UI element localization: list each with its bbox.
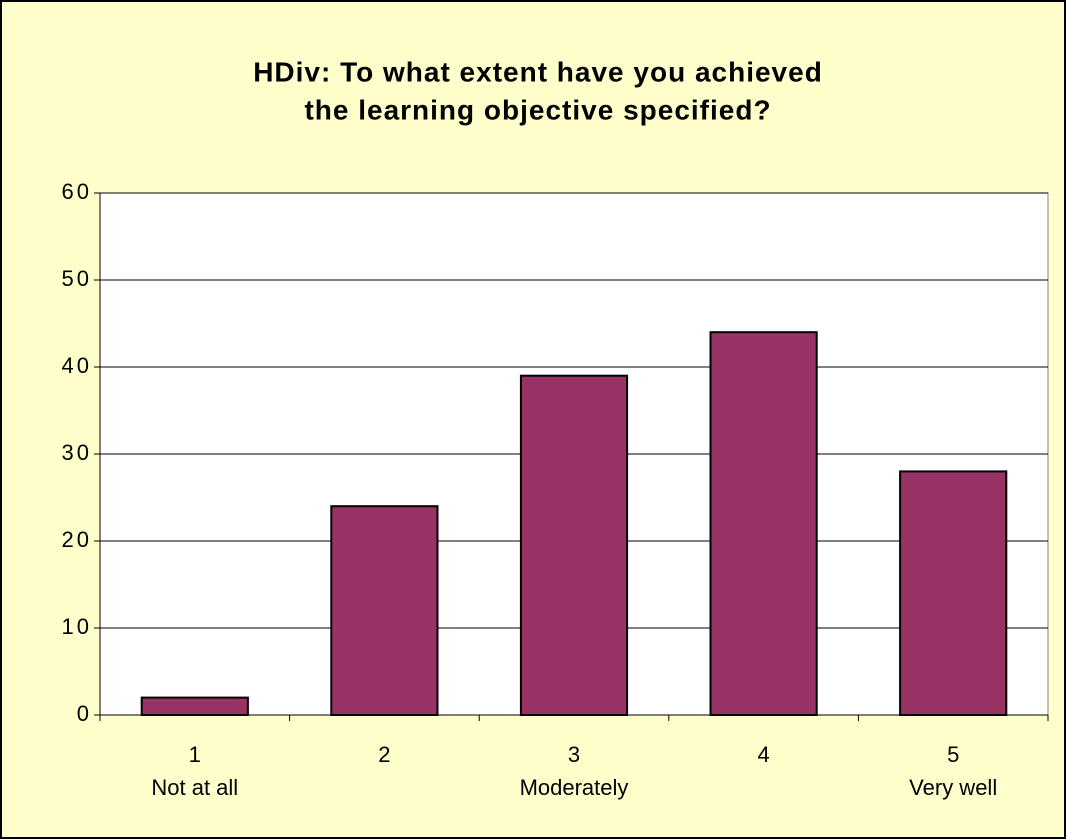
- bar: [709, 331, 818, 716]
- bar: [519, 374, 629, 716]
- x-tick-label: 5: [947, 742, 959, 767]
- x-tick-description: Very well: [909, 775, 997, 800]
- y-tick-label: 30: [62, 440, 92, 465]
- x-tick-label: 1: [189, 742, 201, 767]
- x-tick-description: Not at all: [151, 775, 238, 800]
- y-tick-label: 50: [62, 266, 92, 291]
- chart-title: the learning objective specified?: [304, 94, 771, 125]
- x-tick-description: Moderately: [520, 775, 629, 800]
- bar: [140, 696, 249, 716]
- x-tick-label: 2: [378, 742, 390, 767]
- y-tick-label: 60: [62, 179, 92, 204]
- bar: [330, 505, 439, 717]
- y-tick-label: 10: [62, 614, 92, 639]
- y-tick-label: 40: [62, 353, 92, 378]
- y-tick-label: 20: [62, 527, 92, 552]
- y-tick-label: 0: [77, 701, 92, 726]
- x-tick-label: 3: [568, 742, 580, 767]
- x-tick-label: 4: [757, 742, 769, 767]
- chart-title: HDiv: To what extent have you achieved: [253, 56, 823, 87]
- bar: [899, 470, 1008, 716]
